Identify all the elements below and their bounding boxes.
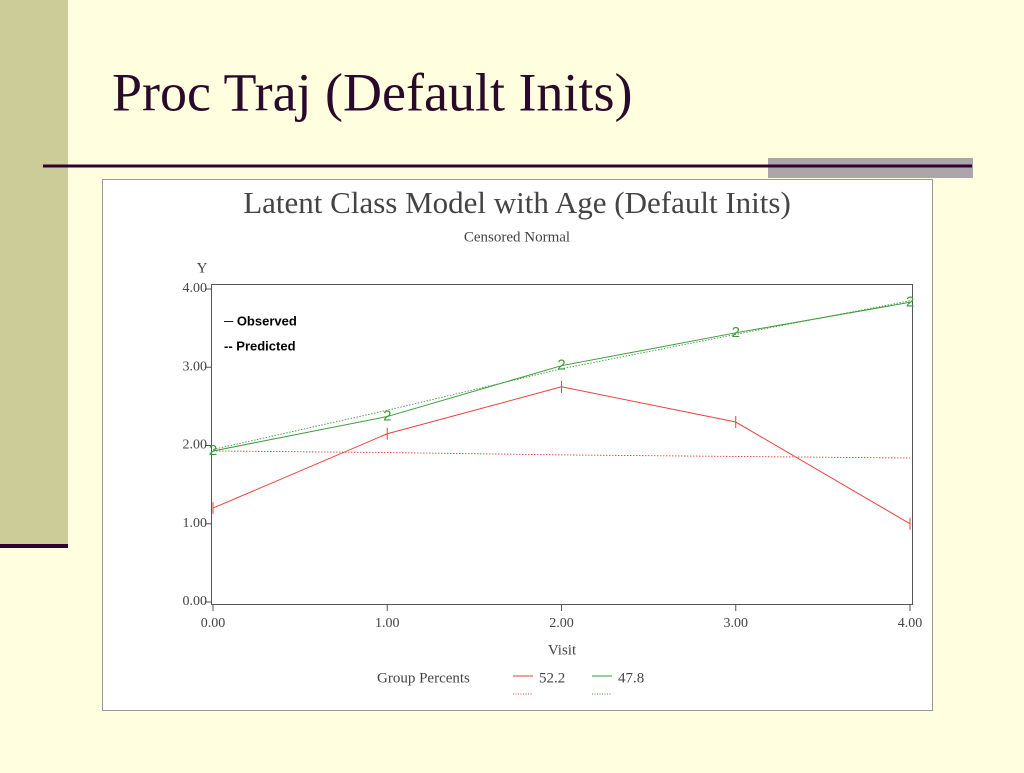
x-tick-label: 1.00 xyxy=(375,616,400,631)
y-tick-label: 4.00 xyxy=(183,281,208,296)
title-rule-accent xyxy=(768,158,973,178)
slide-title: Proc Traj (Default Inits) xyxy=(112,62,632,122)
point-marker: 2 xyxy=(906,293,914,310)
predicted-line xyxy=(212,300,911,450)
x-axis-label: Visit xyxy=(548,642,577,658)
legend-label: 52.2 xyxy=(539,670,565,686)
side-band xyxy=(0,0,68,545)
predicted-line xyxy=(212,450,911,459)
x-tick-label: 0.00 xyxy=(201,616,226,631)
x-tick-label: 4.00 xyxy=(898,616,923,631)
point-marker: 2 xyxy=(557,357,565,374)
y-tick-label: 0.00 xyxy=(183,594,208,609)
legend-title: Group Percents xyxy=(377,670,470,686)
point-marker: 2 xyxy=(209,442,217,459)
chart-subtitle: Censored Normal xyxy=(464,229,570,245)
chart-frame xyxy=(102,179,933,711)
point-marker: 2 xyxy=(732,324,740,341)
legend-observed: ─ Observed xyxy=(223,313,297,328)
y-tick-label: 2.00 xyxy=(183,438,208,453)
chart-title: Latent Class Model with Age (Default Ini… xyxy=(243,185,791,220)
observed-line xyxy=(212,301,911,452)
x-tick-label: 3.00 xyxy=(724,616,749,631)
y-tick-label: 3.00 xyxy=(183,359,208,374)
legend-label: 47.8 xyxy=(618,670,644,686)
point-marker: 2 xyxy=(383,408,391,425)
x-tick-label: 2.00 xyxy=(549,616,574,631)
y-tick-label: 1.00 xyxy=(183,516,208,531)
y-axis-label: Y xyxy=(197,260,208,276)
plot-area xyxy=(211,284,913,605)
legend-predicted: -- Predicted xyxy=(224,338,296,353)
